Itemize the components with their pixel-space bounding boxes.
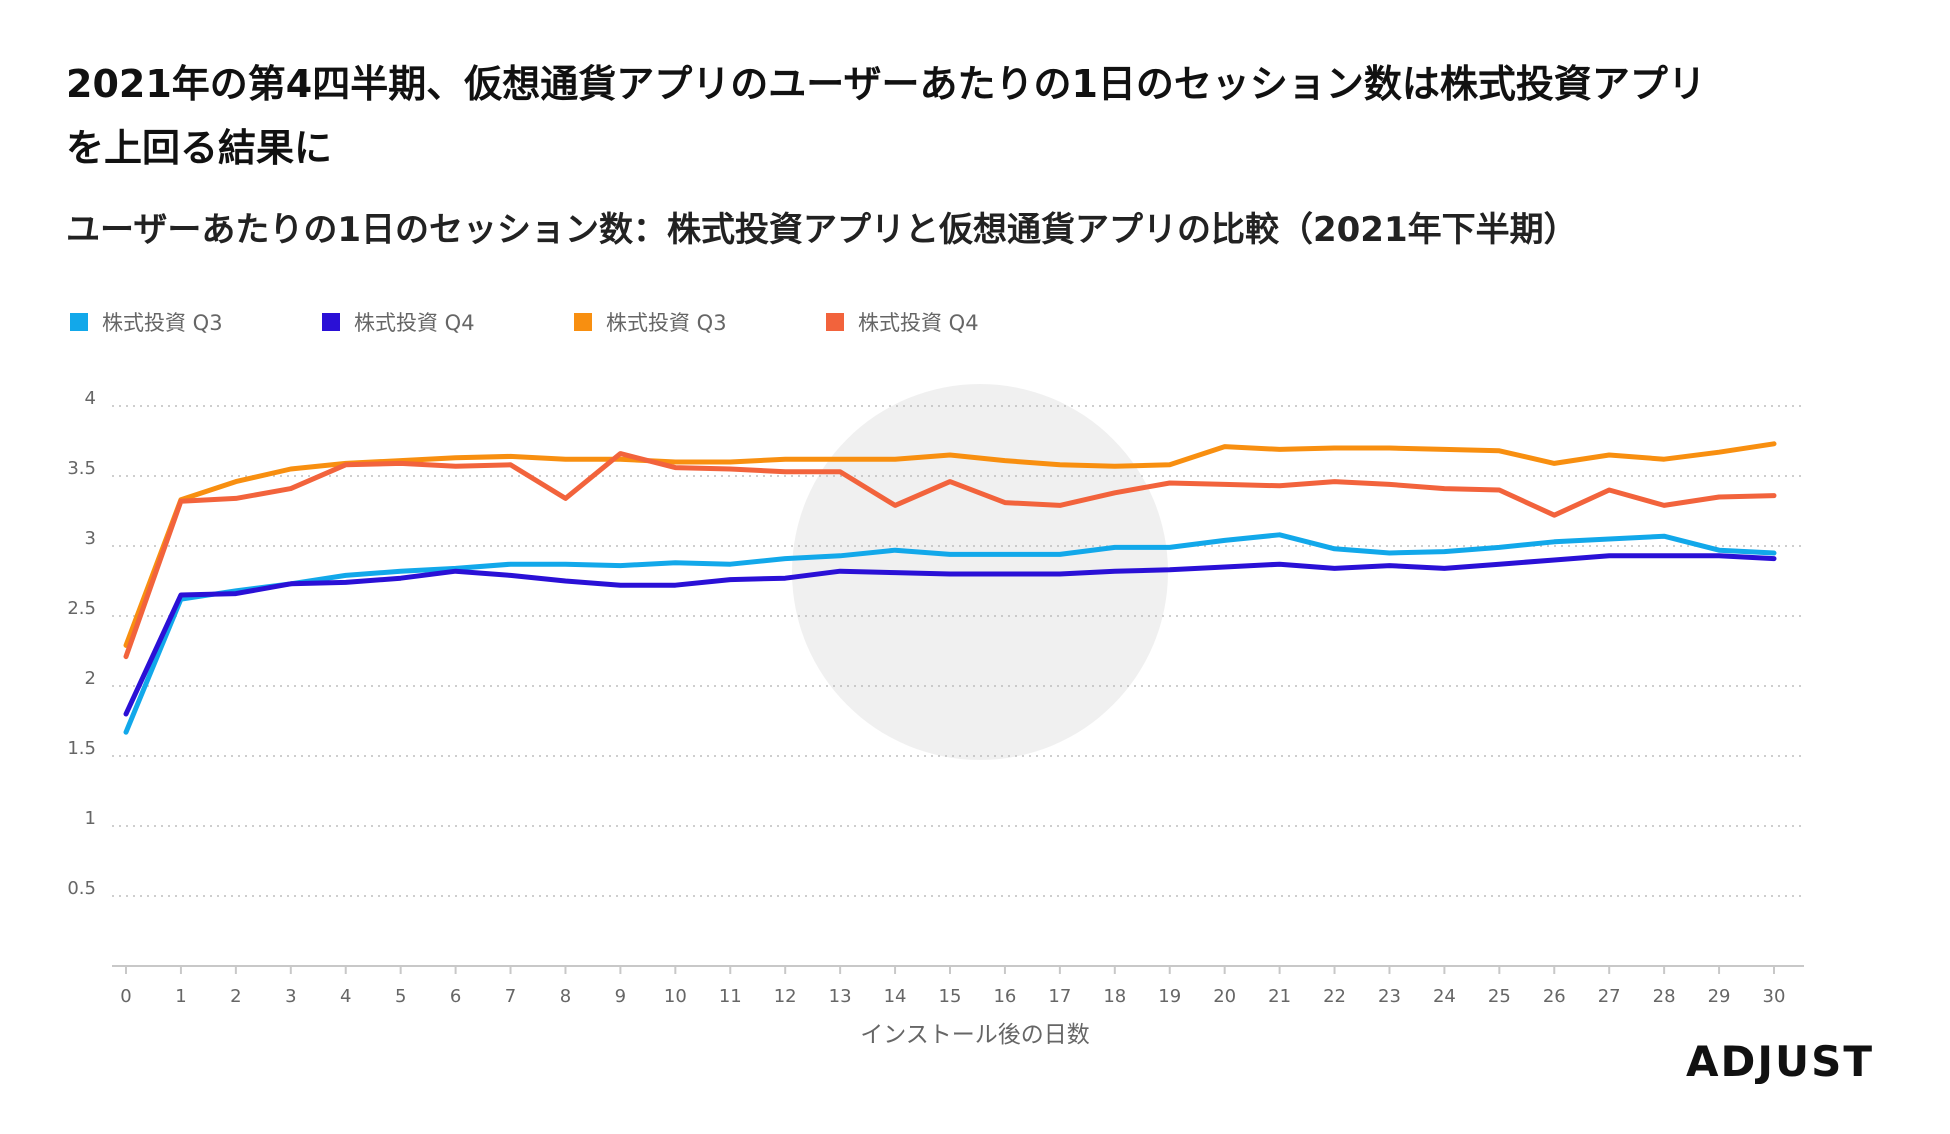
x-tick-label: 25 (1488, 986, 1511, 1007)
x-tick-label: 13 (829, 986, 852, 1007)
legend-label: 株式投資 Q4 (354, 311, 475, 335)
x-axis: 0 1 2 3 4 5 6 7 8 9 10 11 12 13 14 15 16 17 18 19 20 21 22 23 24… (112, 965, 1804, 1007)
legend-item-series-1: 株式投資 Q3 (70, 302, 223, 342)
x-tick-label: 17 (1048, 986, 1071, 1007)
legend-label: 株式投資 Q3 (102, 311, 223, 335)
x-tick-label: 16 (993, 986, 1016, 1007)
y-tick-label: 2.5 (67, 598, 96, 619)
x-tick-label: 10 (664, 986, 687, 1007)
legend-label: 株式投資 Q3 (606, 311, 727, 335)
x-tick-label: 5 (395, 986, 406, 1007)
legend-item-series-2: 株式投資 Q4 (322, 302, 475, 342)
x-tick-label: 2 (230, 986, 241, 1007)
legend-swatch-icon (826, 313, 844, 331)
series-line-1 (123, 532, 1777, 735)
x-tick-label: 4 (340, 986, 351, 1007)
series-line-4 (123, 451, 1777, 660)
x-tick-label: 15 (939, 986, 962, 1007)
legend-swatch-icon (70, 313, 88, 331)
y-axis: 4 3.5 3 2.5 2 1.5 1 0.5 (67, 388, 96, 899)
x-tick-label: 0 (120, 986, 131, 1007)
y-tick-label: 1.5 (67, 738, 96, 759)
legend-item-series-4: 株式投資 Q4 (826, 302, 979, 342)
x-axis-title: インストール後の日数 (860, 1022, 1090, 1048)
x-tick-label: 23 (1378, 986, 1401, 1007)
adjust-logo: ADJUST (1686, 1037, 1874, 1084)
headline: 2021年の第4四半期、仮想通貨アプリのユーザーあたりの1日のセッション数は株式… (66, 62, 1706, 170)
x-tick-label: 8 (560, 986, 571, 1007)
x-tick-label: 24 (1433, 986, 1456, 1007)
x-tick-label: 18 (1103, 986, 1126, 1007)
x-tick-label: 22 (1323, 986, 1346, 1007)
y-tick-label: 4 (85, 388, 96, 409)
x-tick-label: 19 (1158, 986, 1181, 1007)
chart-title: ユーザーあたりの1日のセッション数：株式投資アプリと仮想通貨アプリの比較（202… (66, 210, 1578, 250)
y-tick-label: 3 (85, 528, 96, 549)
legend-item-series-3: 株式投資 Q3 (574, 302, 727, 342)
y-tick-label: 3.5 (67, 458, 96, 479)
x-tick-label: 26 (1543, 986, 1566, 1007)
x-tick-label: 14 (884, 986, 907, 1007)
legend-swatch-icon (574, 313, 592, 331)
x-tick-label: 20 (1213, 986, 1236, 1007)
legend-label: 株式投資 Q4 (858, 311, 979, 335)
series-lines (123, 441, 1777, 735)
x-tick-label: 1 (175, 986, 186, 1007)
x-tick-label: 9 (615, 986, 626, 1007)
x-tick-label: 12 (774, 986, 797, 1007)
x-tick-label: 3 (285, 986, 296, 1007)
x-tick-label: 30 (1763, 986, 1786, 1007)
x-tick-label: 29 (1708, 986, 1731, 1007)
legend-swatch-icon (322, 313, 340, 331)
y-tick-label: 2 (85, 668, 96, 689)
x-tick-label: 11 (719, 986, 742, 1007)
x-tick-label: 28 (1653, 986, 1676, 1007)
y-tick-label: 0.5 (67, 878, 96, 899)
x-tick-label: 21 (1268, 986, 1291, 1007)
x-tick-label: 6 (450, 986, 461, 1007)
x-tick-label: 7 (505, 986, 516, 1007)
brand-wordmark: ADJUST (1686, 1037, 1874, 1084)
series-line-3 (123, 441, 1777, 648)
series-line-2 (123, 553, 1777, 717)
y-tick-label: 1 (85, 808, 96, 829)
x-tick-label: 27 (1598, 986, 1621, 1007)
gridlines (112, 405, 1804, 897)
